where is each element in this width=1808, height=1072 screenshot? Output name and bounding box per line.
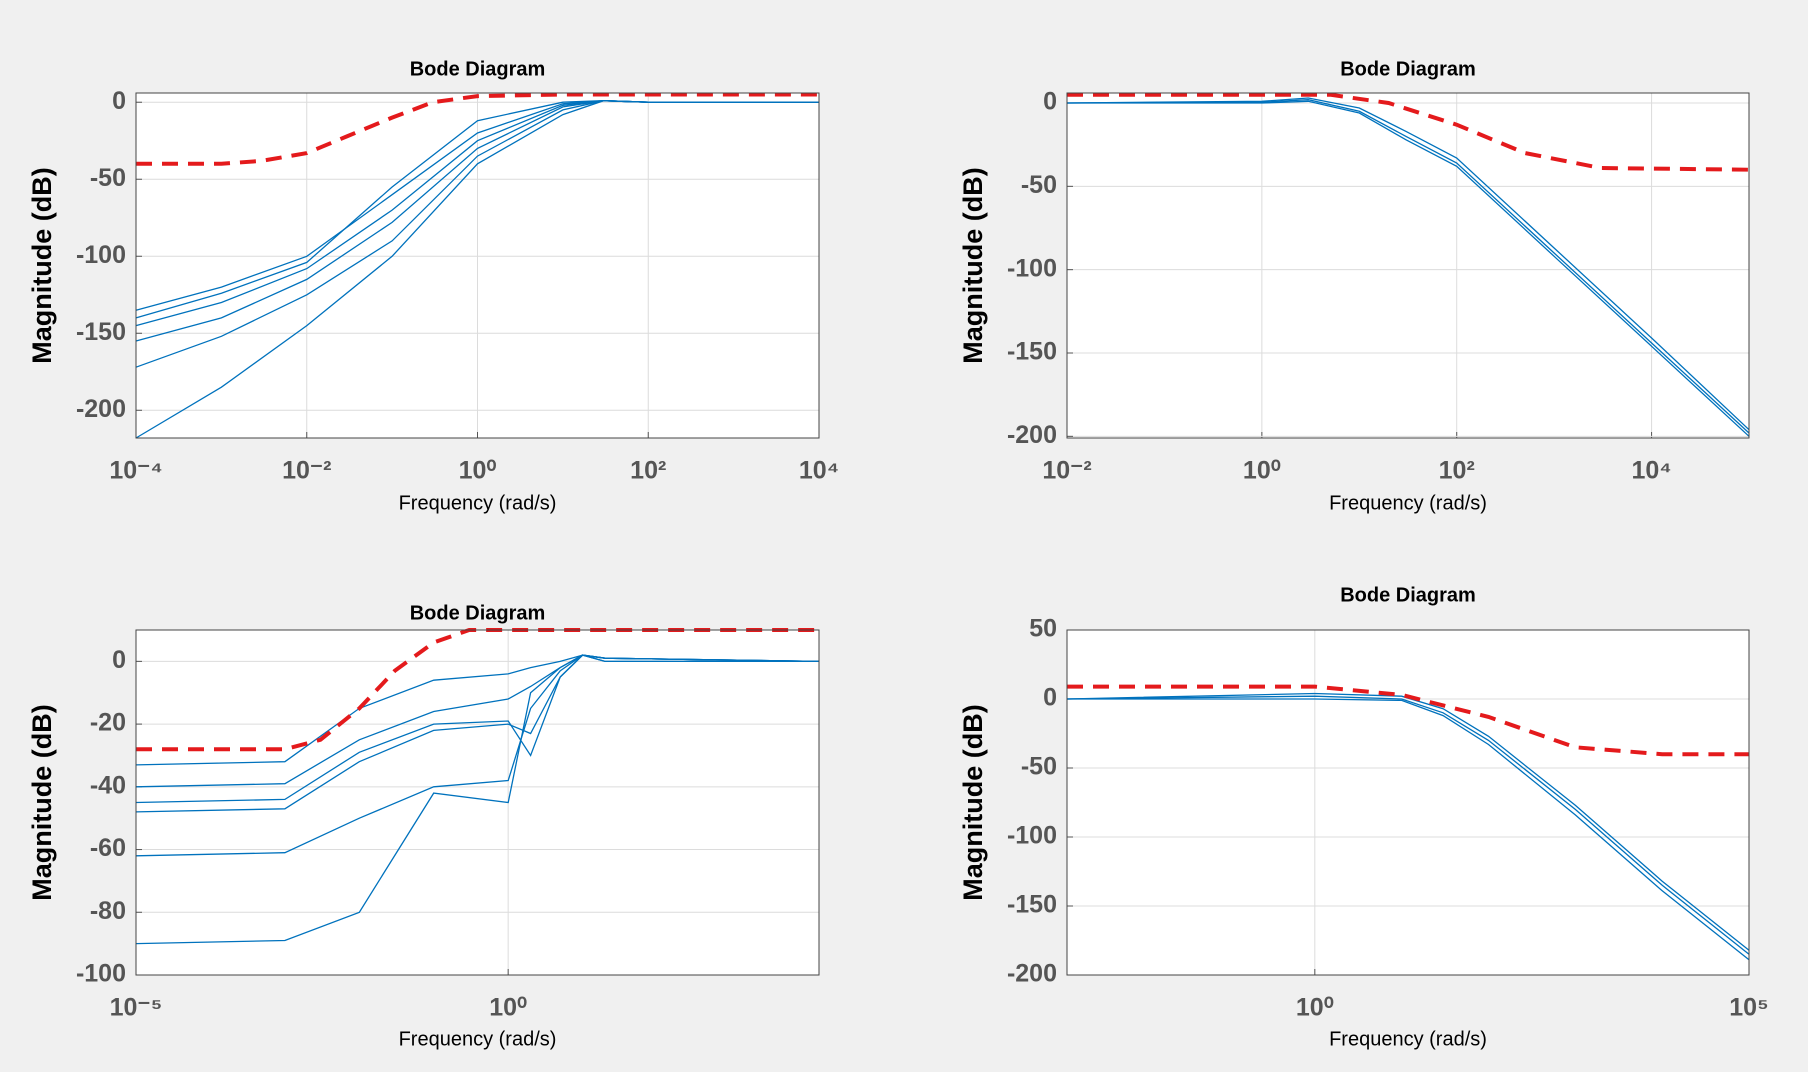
y-tick-label: -200	[1007, 421, 1057, 449]
y-tick-label: 0	[112, 646, 126, 674]
x-axis-label: Frequency (rad/s)	[399, 1028, 557, 1050]
x-tick-label: 10²	[630, 457, 666, 485]
y-tick-label: -150	[1007, 891, 1057, 919]
response-line	[1066, 97, 1750, 431]
x-tick-label: 10⁰	[459, 457, 497, 485]
chart-title: Bode Diagram	[410, 58, 546, 80]
x-tick-label: 10⁴	[799, 457, 839, 485]
x-tick-label: 10⁵	[1729, 994, 1769, 1022]
x-tick-label: 10⁰	[489, 994, 527, 1022]
response-line	[135, 100, 819, 439]
plot-area	[136, 630, 819, 975]
y-tick-label: -60	[90, 834, 126, 862]
response-line	[1066, 695, 1750, 955]
y-tick-label: -150	[76, 318, 126, 346]
axes-box	[1066, 92, 1750, 439]
y-tick-label: 0	[112, 87, 126, 115]
y-tick-label: -150	[1007, 338, 1057, 366]
x-axis-label: Frequency (rad/s)	[399, 492, 557, 514]
response-line	[1066, 692, 1750, 951]
bound-line	[1067, 92, 1750, 172]
y-tick-label: -200	[76, 395, 126, 423]
y-tick-label: -80	[90, 897, 126, 925]
response-line	[1067, 100, 1750, 437]
bound-line	[136, 92, 819, 166]
plot-area	[1067, 630, 1749, 975]
y-tick-label: 0	[1043, 88, 1057, 116]
axes-box	[135, 92, 820, 439]
y-tick-label: -100	[76, 241, 126, 269]
response-line	[135, 654, 819, 945]
x-tick-label: 10⁴	[1631, 457, 1671, 485]
x-tick-label: 10⁻²	[1042, 457, 1091, 485]
y-tick-label: 0	[1043, 684, 1057, 712]
x-tick-label: 10²	[1439, 457, 1475, 485]
y-tick-label: -50	[90, 164, 126, 192]
plot-area	[1067, 93, 1749, 438]
x-tick-label: 10⁻⁵	[110, 994, 163, 1022]
y-axis-label: Magnitude (dB)	[27, 167, 57, 363]
y-axis-label: Magnitude (dB)	[27, 704, 57, 900]
x-tick-label: 10⁻²	[282, 457, 331, 485]
chart-title: Bode Diagram	[410, 602, 546, 624]
y-axis-label: Magnitude (dB)	[958, 704, 988, 900]
y-tick-label: -100	[1007, 254, 1057, 282]
x-tick-label: 10⁻⁴	[109, 457, 162, 485]
y-tick-label: -100	[76, 960, 126, 988]
response-line	[1067, 698, 1750, 961]
x-tick-label: 10⁰	[1296, 994, 1334, 1022]
y-tick-label: -50	[1021, 171, 1057, 199]
y-tick-label: -100	[1007, 822, 1057, 850]
axes-box	[135, 629, 820, 976]
response-line	[135, 654, 820, 813]
y-tick-label: 50	[1029, 615, 1057, 643]
y-tick-label: -200	[1007, 960, 1057, 988]
y-axis-label: Magnitude (dB)	[958, 167, 988, 363]
y-tick-label: -20	[90, 709, 126, 737]
axes-box	[1066, 629, 1750, 976]
bound-line	[1067, 684, 1749, 757]
chart-title: Bode Diagram	[1340, 58, 1476, 80]
chart-title: Bode Diagram	[1340, 584, 1476, 606]
y-tick-label: -50	[1021, 753, 1057, 781]
x-tick-label: 10⁰	[1243, 457, 1281, 485]
y-tick-label: -40	[90, 771, 126, 799]
x-axis-label: Frequency (rad/s)	[1329, 492, 1487, 514]
response-line	[1066, 99, 1750, 434]
bound-line	[136, 628, 819, 752]
x-axis-label: Frequency (rad/s)	[1329, 1028, 1487, 1050]
